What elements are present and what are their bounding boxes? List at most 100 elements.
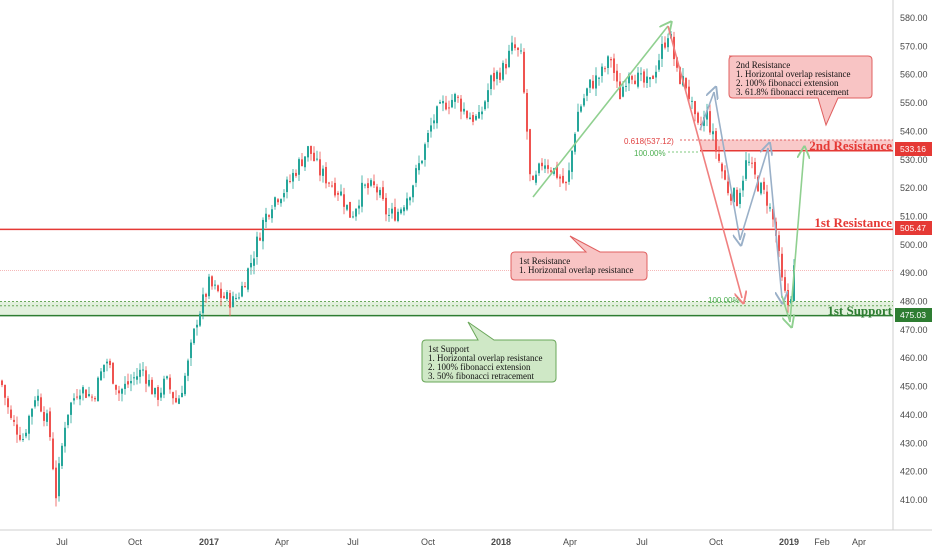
candle-body (676, 57, 678, 68)
candle-body (136, 376, 138, 380)
candle-body (460, 98, 462, 112)
candle-body (271, 209, 273, 219)
candle-body (412, 185, 414, 198)
candle-body (628, 74, 630, 84)
candle-body (454, 93, 456, 102)
candle-body (10, 409, 12, 418)
arrow-down-final (781, 295, 790, 322)
candle-body (7, 398, 9, 408)
level-zones (0, 139, 893, 317)
candle-body (70, 402, 72, 415)
candle-body (718, 153, 720, 161)
candle-body (568, 170, 570, 182)
candle-body (580, 106, 582, 112)
candle-body (379, 189, 381, 196)
candle-body (649, 77, 651, 80)
y-tick-label: 560.00 (900, 70, 928, 80)
y-tick-label: 430.00 (900, 438, 928, 448)
arrow-retrace-3 (739, 148, 768, 241)
candle-body (94, 398, 96, 400)
candle-body (277, 199, 279, 203)
candle-body (103, 364, 105, 372)
candle-body (754, 161, 756, 175)
candle-body (583, 98, 585, 106)
candle-body (1, 380, 3, 386)
arrow-up-target (789, 152, 804, 323)
x-tick-label: Jul (347, 537, 359, 547)
candle-body (736, 189, 738, 206)
candle-body (46, 413, 48, 422)
candle-body (37, 395, 39, 401)
candle-body (520, 50, 522, 52)
candle-body (4, 385, 6, 398)
candle-body (499, 72, 501, 80)
candle-body (220, 288, 222, 298)
candle-body (559, 176, 561, 179)
price-axis[interactable] (893, 0, 932, 530)
candle-body (655, 71, 657, 78)
candle-body (217, 285, 219, 292)
candle-body (337, 192, 339, 195)
candle-body (697, 112, 699, 123)
svg-text:3. 50% fibonacci retracement: 3. 50% fibonacci retracement (428, 371, 534, 381)
x-axis-ticks: Jul Oct 2017 Apr Jul Oct 2018 Apr Jul Oct 2019 Feb A… (56, 537, 866, 547)
candle-body (259, 237, 261, 241)
fib-100-top-label: 100.00% (634, 149, 666, 158)
candle-body (742, 180, 744, 191)
candle-body (616, 70, 618, 82)
y-tick-label: 550.00 (900, 98, 928, 108)
candle-body (76, 396, 78, 398)
candle-body (187, 360, 189, 376)
candle-body (88, 394, 90, 397)
candle-body (232, 296, 234, 308)
candle-body (400, 209, 402, 214)
candle-body (82, 387, 84, 394)
y-tick-label: 420.00 (900, 467, 928, 477)
candle-body (241, 285, 243, 297)
candle-body (391, 208, 393, 214)
candle-body (175, 397, 177, 403)
candle-body (451, 99, 453, 108)
candle-body (712, 131, 714, 135)
candle-body (157, 387, 159, 400)
candle-body (430, 125, 432, 132)
candle-body (169, 377, 171, 390)
candle-body (355, 208, 357, 217)
x-tick-label: Oct (128, 537, 143, 547)
x-tick-label: Jul (56, 537, 68, 547)
candle-body (511, 42, 513, 51)
y-tick-label: 440.00 (900, 410, 928, 420)
candle-body (235, 297, 237, 299)
candle-body (319, 159, 321, 176)
y-tick-label: 450.00 (900, 382, 928, 392)
candle-body (436, 106, 438, 124)
candle-body (385, 197, 387, 215)
candle-body (745, 160, 747, 179)
candle-body (475, 115, 477, 120)
candle-body (769, 207, 771, 209)
candle-body (439, 102, 441, 104)
candle-body (31, 408, 33, 417)
candle-body (445, 102, 447, 110)
candle-body (607, 56, 609, 68)
candle-body (310, 145, 312, 154)
x-tick-label: Feb (814, 537, 830, 547)
candle-body (691, 100, 693, 102)
level-label-2nd-resistance: 2nd Resistance (809, 138, 892, 153)
candle-body (361, 182, 363, 207)
svg-text:1. Horizontal overlap resistan: 1. Horizontal overlap resistance (519, 265, 633, 275)
time-axis[interactable] (0, 531, 893, 550)
y-tick-label: 580.00 (900, 13, 928, 23)
candle-body (781, 253, 783, 278)
candle-body (637, 72, 639, 87)
candle-body (40, 397, 42, 412)
candle-body (199, 313, 201, 326)
callout-1st-resistance: 1st Resistance 1. Horizontal overlap res… (510, 235, 648, 281)
candle-body (160, 392, 162, 398)
candle-body (490, 75, 492, 90)
candle-body (667, 38, 669, 48)
candle-body (586, 88, 588, 96)
candle-body (598, 77, 600, 79)
candle-body (715, 131, 717, 152)
candle-body (529, 129, 531, 175)
